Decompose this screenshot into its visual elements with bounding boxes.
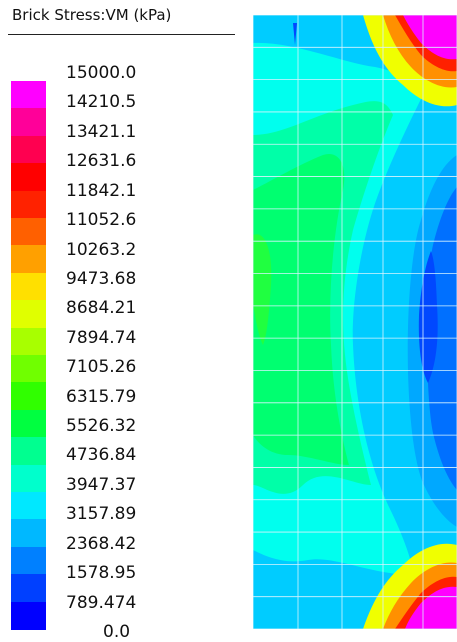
- color-scale-value: 7894.74: [66, 327, 137, 348]
- color-scale-swatch: [11, 492, 46, 520]
- color-scale-swatch: [11, 355, 46, 383]
- color-scale-swatch: [11, 382, 46, 411]
- color-scale-value: 3947.37: [66, 474, 137, 495]
- color-scale-value: 11842.1: [66, 180, 137, 201]
- contour-dark-blue-region: [418, 251, 438, 383]
- legend-title: Brick Stress:VM (kPa): [12, 6, 172, 24]
- color-scale-value: 9473.68: [66, 268, 137, 289]
- color-scale-swatch: [11, 135, 46, 164]
- color-scale-swatch: [11, 601, 46, 630]
- contour-top-sliver-region: [293, 23, 297, 45]
- color-scale-value: 4736.84: [66, 445, 137, 466]
- color-scale-bar: [11, 81, 46, 630]
- color-scale-swatch: [11, 409, 46, 438]
- contour-bright-green-region: [253, 234, 272, 345]
- color-scale-value: 14210.5: [66, 92, 137, 113]
- color-scale-swatch: [11, 218, 46, 246]
- color-scale-value: 2368.42: [66, 533, 137, 554]
- color-scale-swatch: [11, 519, 46, 548]
- stress-contour-plot: [253, 15, 457, 629]
- contour-canvas: [253, 15, 457, 629]
- color-scale-swatch: [11, 245, 46, 274]
- color-scale-swatch: [11, 327, 46, 356]
- color-scale-value: 6315.79: [66, 386, 137, 407]
- contour-bottom-magenta-region: [405, 586, 457, 629]
- color-scale-value: 789.474: [66, 592, 137, 613]
- color-scale-value: 3157.89: [66, 504, 137, 525]
- color-scale-swatch: [11, 464, 46, 493]
- color-scale-value: 8684.21: [66, 298, 137, 319]
- color-scale-swatch: [11, 574, 46, 603]
- color-scale-swatch: [11, 546, 46, 575]
- color-scale-swatch: [11, 437, 46, 466]
- color-scale-value: 10263.2: [66, 239, 137, 260]
- mesh-grid: [253, 15, 457, 629]
- color-scale-value: 5526.32: [66, 416, 137, 437]
- color-scale-value: 12631.6: [66, 151, 137, 172]
- contour-green-region: [253, 153, 349, 465]
- color-scale-value: 15000.0: [66, 63, 137, 83]
- color-scale-value: 11052.6: [66, 210, 137, 231]
- color-scale-swatch: [11, 300, 46, 329]
- legend-title-underline: [8, 34, 235, 35]
- contour-top-magenta-region: [403, 15, 457, 60]
- color-scale-value: 1578.95: [66, 563, 137, 584]
- color-scale-swatch: [11, 81, 46, 109]
- color-scale-value: 0.0: [103, 622, 131, 642]
- color-scale-swatch: [11, 272, 46, 301]
- color-scale-value: 7105.26: [66, 357, 137, 378]
- color-scale-swatch: [11, 108, 46, 137]
- color-scale-value: 13421.1: [66, 121, 137, 142]
- color-scale-swatch: [11, 163, 46, 192]
- color-scale-swatch: [11, 190, 46, 219]
